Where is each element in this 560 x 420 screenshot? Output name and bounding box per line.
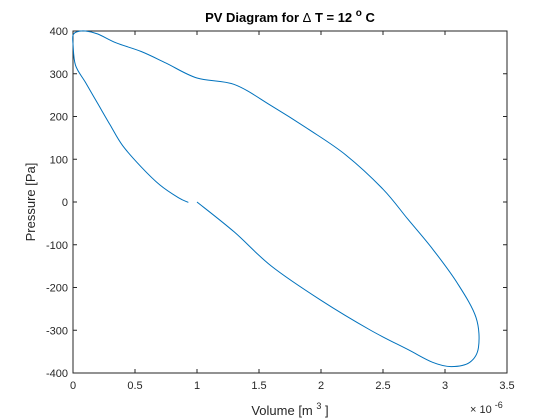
chart-title-mid: T = 12 bbox=[315, 10, 356, 25]
y-tick-label: -100 bbox=[46, 240, 68, 252]
x-tick-label: 2 bbox=[318, 380, 324, 392]
x-axis-label-sup: 3 bbox=[316, 401, 321, 411]
x-axis-label-end: ] bbox=[325, 403, 329, 418]
y-tick-label: -200 bbox=[46, 283, 68, 295]
x-tick-label: 2.5 bbox=[375, 380, 390, 392]
y-tick-label: -400 bbox=[46, 368, 68, 380]
chart-title-prefix: PV Diagram for bbox=[205, 10, 303, 25]
series-line bbox=[72, 30, 480, 368]
x-axis-exponent: × 10 -6 bbox=[470, 400, 503, 416]
y-tick-label: 400 bbox=[50, 26, 68, 38]
y-tick-label: 100 bbox=[50, 154, 68, 166]
y-tick-labels: -400 -300 -200 -100 0 100 200 300 400 bbox=[46, 26, 68, 380]
x-tick-label: 1 bbox=[194, 380, 200, 392]
chart-title-suffix: C bbox=[366, 10, 376, 25]
plot-area bbox=[72, 30, 508, 374]
y-tick-label: 0 bbox=[62, 197, 68, 209]
x-axis-exponent-base: × 10 bbox=[470, 404, 492, 416]
ticks-layer bbox=[72, 30, 508, 374]
y-axis-label: Pressure [Pa] bbox=[23, 163, 38, 242]
data-layer bbox=[72, 30, 480, 368]
x-tick-label: 1.5 bbox=[251, 380, 266, 392]
y-tick-label: 300 bbox=[50, 69, 68, 81]
chart-title-degree: o bbox=[356, 8, 362, 19]
x-tick-label: 3 bbox=[442, 380, 448, 392]
y-tick-label: 200 bbox=[50, 112, 68, 124]
y-tick-label: -300 bbox=[46, 325, 68, 337]
chart-title: PV Diagram for Δ T = 12 o C bbox=[205, 4, 375, 25]
x-tick-label: 0 bbox=[70, 380, 76, 392]
x-axis-label-main: Volume [m bbox=[251, 403, 312, 418]
x-axis-label: Volume [m 3 ] bbox=[251, 397, 328, 418]
x-tick-label: 3.5 bbox=[499, 380, 514, 392]
chart-title-delta: Δ bbox=[303, 10, 312, 25]
x-tick-label: 0.5 bbox=[127, 380, 142, 392]
x-axis-exponent-power: -6 bbox=[495, 400, 503, 410]
x-tick-labels: 0 0.5 1 1.5 2 2.5 3 3.5 bbox=[70, 380, 515, 392]
